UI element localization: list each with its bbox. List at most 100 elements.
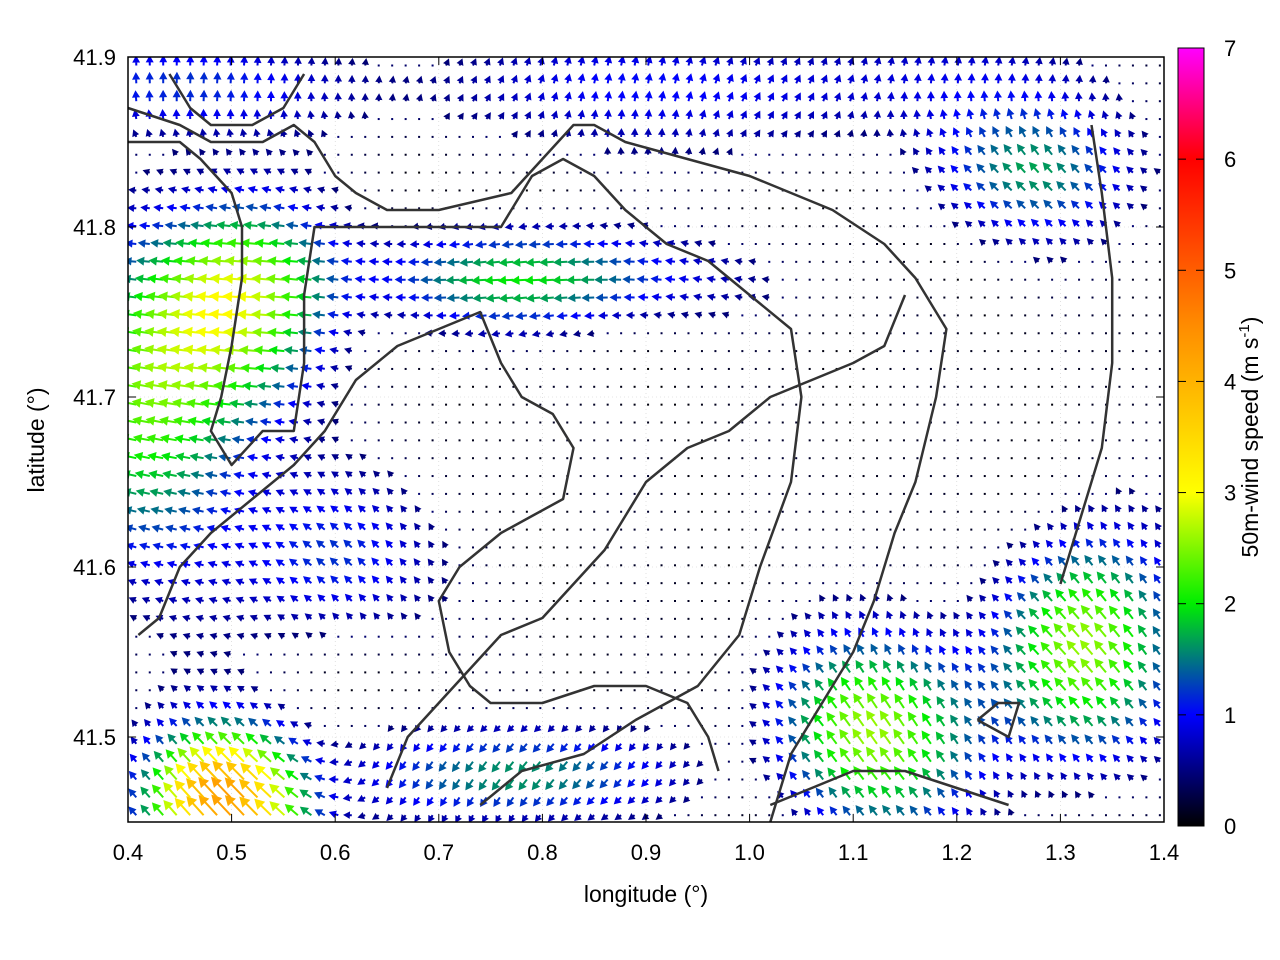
- wind-vector: [727, 189, 730, 192]
- wind-vector: [289, 453, 299, 462]
- wind-vector: [283, 653, 286, 656]
- wind-vector: [781, 617, 784, 620]
- wind-vector: [222, 632, 231, 640]
- wind-vector: [1118, 278, 1121, 281]
- wind-vector: [950, 750, 959, 763]
- wind-vector: [1078, 492, 1081, 495]
- wind-vector: [317, 454, 326, 461]
- wind-vector: [1007, 73, 1016, 84]
- wind-vector: [593, 689, 596, 692]
- wind-vector: [741, 796, 744, 799]
- wind-vector: [687, 457, 690, 460]
- wind-vector: [989, 181, 999, 192]
- wind-vector: [478, 761, 488, 773]
- wind-vector: [1125, 555, 1134, 566]
- wind-vector: [453, 724, 462, 733]
- wind-vector: [552, 171, 555, 174]
- wind-vector: [1139, 185, 1148, 193]
- wind-vector: [572, 222, 581, 230]
- wind-vector: [687, 564, 690, 567]
- wind-vector: [902, 421, 905, 424]
- wind-vector: [674, 439, 677, 442]
- wind-vector: [139, 542, 151, 551]
- wind-vector: [727, 492, 730, 495]
- wind-vector: [1018, 734, 1027, 745]
- wind-vector: [741, 724, 744, 727]
- wind-vector: [385, 761, 394, 770]
- wind-vector: [866, 765, 878, 781]
- wind-vector: [613, 222, 622, 230]
- wind-vector: [157, 684, 165, 693]
- wind-vector: [364, 189, 367, 192]
- wind-vector: [418, 64, 421, 67]
- wind-vector: [741, 350, 744, 353]
- wind-vector: [240, 363, 258, 373]
- wind-vector: [714, 510, 717, 513]
- wind-vector: [458, 367, 461, 370]
- contour-line: [128, 140, 803, 806]
- wind-vector: [400, 487, 408, 496]
- wind-vector: [259, 417, 272, 427]
- wind-vector: [1010, 385, 1013, 388]
- wind-vector: [1118, 260, 1121, 263]
- wind-vector: [453, 796, 461, 807]
- wind-vector: [1053, 640, 1067, 656]
- wind-vector: [820, 57, 828, 66]
- wind-vector: [525, 153, 528, 156]
- wind-vector: [391, 689, 394, 692]
- wind-vector: [506, 724, 515, 733]
- wind-vector: [1158, 225, 1161, 228]
- wind-vector: [687, 582, 690, 585]
- wind-vector: [714, 189, 717, 192]
- wind-vector: [780, 130, 788, 138]
- wind-vector: [1075, 790, 1082, 799]
- wind-vector: [916, 314, 919, 317]
- wind-vector: [1051, 814, 1054, 817]
- wind-vector: [553, 293, 568, 303]
- wind-vector: [1037, 457, 1040, 460]
- wind-vector: [647, 207, 650, 210]
- wind-vector: [539, 439, 542, 442]
- wind-vector: [269, 653, 272, 656]
- wind-vector: [466, 724, 475, 733]
- wind-vector: [647, 653, 650, 656]
- wind-vector: [497, 75, 505, 84]
- wind-vector: [956, 260, 959, 263]
- wind-vector: [902, 475, 905, 478]
- wind-vector: [983, 350, 986, 353]
- wind-vector: [822, 225, 825, 228]
- wind-vector: [519, 796, 528, 807]
- wind-vector: [1131, 332, 1134, 335]
- wind-vector: [498, 582, 501, 585]
- wind-vector: [249, 614, 258, 622]
- wind-vector: [445, 275, 460, 285]
- wind-vector: [550, 110, 559, 120]
- wind-vector: [886, 91, 895, 102]
- wind-vector: [1032, 125, 1040, 138]
- wind-vector: [768, 260, 771, 263]
- wind-vector: [375, 93, 383, 102]
- wind-vector: [577, 128, 585, 138]
- wind-vector: [552, 492, 555, 495]
- wind-vector: [131, 719, 139, 728]
- wind-vector: [194, 186, 204, 194]
- wind-vector: [165, 542, 177, 551]
- wind-vector: [1097, 554, 1107, 566]
- wind-vector: [1002, 181, 1013, 192]
- wind-vector: [849, 350, 852, 353]
- wind-vector: [315, 382, 326, 391]
- wind-vector: [167, 186, 177, 194]
- wind-vector: [452, 778, 461, 791]
- wind-vector: [445, 385, 448, 388]
- wind-vector: [935, 749, 946, 763]
- wind-vector: [555, 240, 568, 249]
- wind-vector: [762, 719, 771, 727]
- wind-vector: [685, 109, 693, 120]
- wind-vector: [317, 436, 326, 444]
- wind-vector: [1002, 162, 1013, 174]
- wind-vector: [128, 770, 138, 781]
- wind-vector: [781, 225, 784, 228]
- wind-vector: [700, 171, 703, 174]
- wind-vector: [978, 734, 986, 745]
- y-tick-label: 41.7: [73, 385, 116, 410]
